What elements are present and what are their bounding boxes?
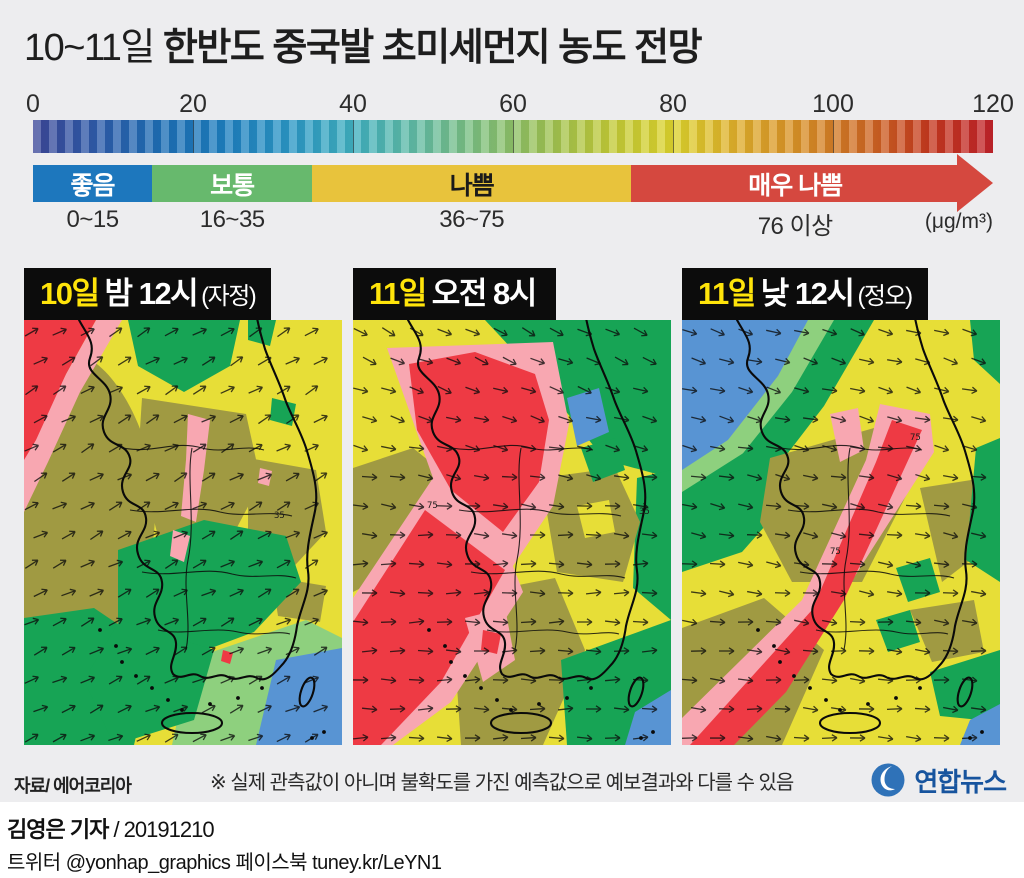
svg-text:35: 35 <box>274 511 285 521</box>
panel-day: 10일 <box>40 276 100 311</box>
footer-bar: 자료/ 에어코리아 ※ 실제 관측값이 아니며 불확도를 가진 예측값으로 예보… <box>0 758 1024 802</box>
tick-label-120: 120 <box>972 90 1014 118</box>
tick-line-60 <box>513 120 514 153</box>
forecast-map-2: 75 35 <box>353 320 671 745</box>
reporter-line: 김영은 기자 / 20191210 <box>7 812 215 844</box>
category-bar: 좋음 보통 나쁨 매우 나쁨 <box>33 165 993 202</box>
yonhap-brand: 연합뉴스 <box>868 760 1007 800</box>
panel-day11-8am: 11일 오전 8시 75 35 <box>353 268 671 745</box>
tick-label-100: 100 <box>812 90 854 118</box>
panel-label: 10일 밤 12시 (자정) <box>24 268 272 320</box>
range-2: 36~75 <box>439 206 505 233</box>
panel-day: 11일 <box>698 276 756 311</box>
panel-time: 낮 12시 <box>760 276 855 311</box>
scale-tick-labels: 0 20 40 60 80 100 120 <box>26 90 1014 118</box>
title-main: 한반도 중국발 초미세먼지 농도 전망 <box>153 27 703 69</box>
concentration-scale: 0 20 40 60 80 100 120 <box>26 90 1014 153</box>
panel-label: 11일 오전 8시 <box>353 268 556 320</box>
tick-line-20 <box>193 120 194 153</box>
range-3: 76 이상 <box>757 213 834 240</box>
range-0: 0~15 <box>66 206 119 233</box>
scale-gradient-bar <box>33 120 993 153</box>
panel-day: 11일 <box>369 276 427 311</box>
tick-label-80: 80 <box>659 90 687 118</box>
panel-label: 11일 낮 12시 (정오) <box>682 268 928 320</box>
tick-label-20: 20 <box>179 90 207 118</box>
category-range-row: (μg/m³) 0~15 16~35 36~75 76 이상 <box>33 206 993 240</box>
page-title: 10~11일 한반도 중국발 초미세먼지 농도 전망 <box>24 16 703 71</box>
disclaimer-text: ※ 실제 관측값이 아니며 불확도를 가진 예측값으로 예보결과와 다를 수 있… <box>210 772 794 794</box>
svg-text:35: 35 <box>639 507 650 517</box>
tick-label-40: 40 <box>339 90 367 118</box>
title-date-range: 10~11일 <box>24 27 155 69</box>
tick-label-0: 0 <box>26 90 40 118</box>
publish-date: / 20191210 <box>108 817 214 842</box>
unit-label: (μg/m³) <box>924 210 993 233</box>
panel-note: (정오) <box>857 283 913 310</box>
infographic-canvas: 10~11일 한반도 중국발 초미세먼지 농도 전망 0 20 40 60 80 100 1… <box>0 0 1024 802</box>
category-arrow-head-icon <box>957 154 994 212</box>
panel-time: 오전 8시 <box>431 276 537 311</box>
brand-name: 연합뉴스 <box>914 766 1007 797</box>
category-3: 매우 나쁨 <box>631 165 960 202</box>
panel-note: (자정) <box>201 283 257 310</box>
tick-label-60: 60 <box>499 90 527 118</box>
forecast-map-1: 35 <box>24 320 342 745</box>
tick-line-40 <box>353 120 354 153</box>
svg-text:75: 75 <box>910 433 921 443</box>
panel-time: 밤 12시 <box>104 276 199 311</box>
yonhap-logo-icon <box>871 763 905 797</box>
social-line: 트위터 @yonhap_graphics 페이스북 tuney.kr/LeYN1 <box>7 852 442 874</box>
svg-text:75: 75 <box>427 501 438 511</box>
forecast-map-3: 75 75 <box>682 320 1000 745</box>
category-1: 보통 <box>152 165 313 202</box>
byline-strip: 김영은 기자 / 20191210 트위터 @yonhap_graphics 페… <box>0 802 1024 878</box>
tick-line-80 <box>673 120 674 153</box>
panel-day11-noon: 11일 낮 12시 (정오) 7 <box>682 268 1000 745</box>
category-2: 나쁨 <box>312 165 632 202</box>
reporter-name: 김영은 기자 <box>7 817 109 842</box>
category-0: 좋음 <box>33 165 153 202</box>
range-1: 16~35 <box>199 206 265 233</box>
tick-line-100 <box>833 120 834 153</box>
data-source: 자료/ 에어코리아 <box>14 776 132 796</box>
panel-day10-midnight: 10일 밤 12시 (자정) <box>24 268 342 745</box>
svg-text:75: 75 <box>830 547 841 557</box>
